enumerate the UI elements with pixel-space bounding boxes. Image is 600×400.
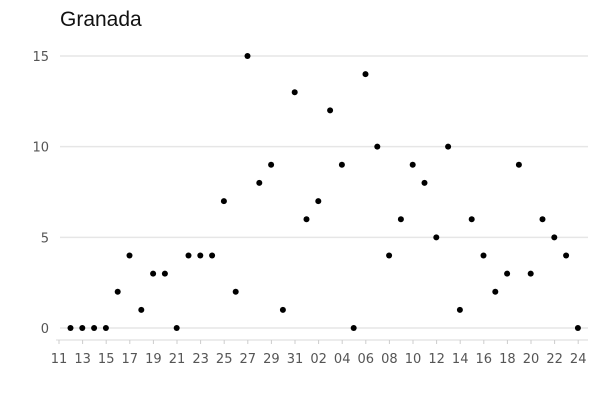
data-point [362,71,369,78]
data-point [386,252,393,259]
data-point [515,161,522,168]
x-tick-label: 29 [263,352,280,367]
data-point [268,161,275,168]
data-point [256,179,263,186]
data-point [539,216,546,223]
data-point [114,288,121,295]
x-tick-label: 11 [51,352,68,367]
data-point [279,306,286,313]
data-point [327,107,334,114]
x-tick-label: 19 [145,352,162,367]
x-tick-label: 14 [452,352,469,367]
x-tick-label: 02 [310,352,327,367]
x-tick-label: 18 [499,352,516,367]
data-point [433,234,440,241]
data-point [480,252,487,259]
x-tick-label: 06 [358,352,375,367]
x-tick-label: 25 [216,352,233,367]
x-tick-label: 27 [240,352,257,367]
data-point [563,252,570,259]
data-point [456,306,463,313]
x-tick-label: 22 [546,352,563,367]
data-point [551,234,558,241]
data-point [126,252,133,259]
data-point [445,143,452,150]
x-tick-label: 16 [476,352,493,367]
x-tick-label: 13 [74,352,91,367]
x-tick-label: 24 [570,352,587,367]
data-point [79,325,86,331]
data-point [138,306,145,313]
x-tick-label: 12 [428,352,445,367]
data-point [209,252,216,259]
x-tick-label: 23 [192,352,209,367]
data-point [409,161,416,168]
data-point [91,325,98,331]
data-point [350,325,357,331]
x-tick-label: 17 [122,352,139,367]
data-point [527,270,534,277]
data-point [421,179,428,186]
data-point [220,198,227,205]
data-point [102,325,109,331]
data-point [374,143,381,150]
y-tick-label: 10 [32,141,49,156]
data-point [232,288,239,295]
data-point [338,161,345,168]
x-tick-label: 08 [381,352,398,367]
data-point [291,89,298,96]
data-point [197,252,204,259]
data-point [173,325,180,331]
y-tick-label: 15 [32,50,49,65]
x-tick-label: 10 [405,352,422,367]
data-point [303,216,310,223]
x-tick-label: 31 [287,352,304,367]
x-tick-label: 15 [98,352,115,367]
data-point [161,270,168,277]
y-tick-labels: 0 5 10 15 [32,50,49,337]
data-point [315,198,322,205]
data-points [67,53,581,331]
data-point [504,270,511,277]
grid-lines [56,55,588,341]
data-point [468,216,475,223]
chart-title: Granada [60,8,142,31]
data-point [397,216,404,223]
data-point [150,270,157,277]
data-point [574,325,581,331]
x-tick-label: 21 [169,352,186,367]
data-point [244,53,251,59]
data-point [492,288,499,295]
y-tick-label: 0 [41,322,49,337]
y-tick-label: 5 [41,231,49,246]
x-tick-label: 20 [523,352,540,367]
x-tick-label: 04 [334,352,351,367]
x-tick-labels: 11 13 15 17 19 21 23 25 27 29 31 02 04 06 08 10 12 14 16 18… [51,340,587,367]
data-point [67,325,74,331]
data-point [185,252,192,259]
